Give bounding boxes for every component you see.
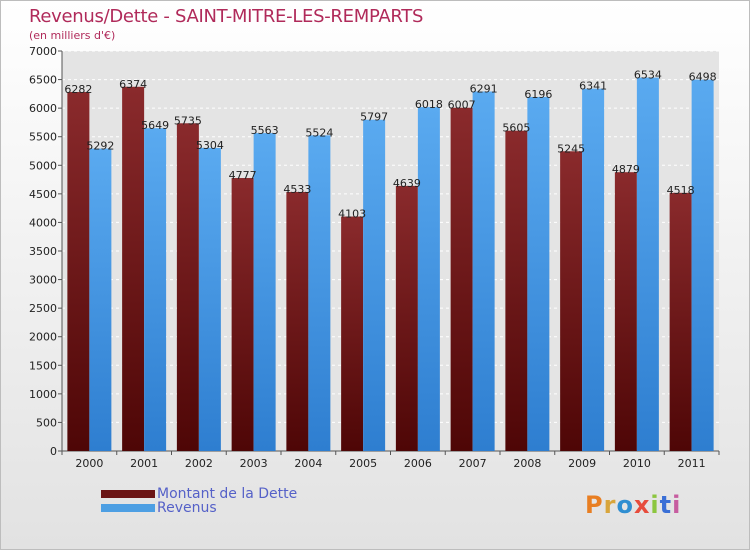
logo-letter: i xyxy=(672,491,682,519)
y-tick-label: 2500 xyxy=(29,302,57,315)
y-tick-label: 5000 xyxy=(29,159,57,172)
bar-dette xyxy=(505,130,528,451)
y-tick-label: 2000 xyxy=(29,331,57,344)
x-tick-label: 2009 xyxy=(568,457,596,470)
bar-revenus xyxy=(89,148,112,451)
y-tick-label: 1500 xyxy=(29,359,57,372)
logo-letter: P xyxy=(585,491,604,519)
x-tick-label: 2003 xyxy=(240,457,268,470)
legend: Montant de la Dette Revenus xyxy=(101,486,298,516)
data-label-revenus: 5797 xyxy=(360,111,388,124)
data-label-dette: 4777 xyxy=(229,169,257,182)
legend-item-dette: Montant de la Dette xyxy=(101,486,298,502)
y-tick-label: 0 xyxy=(50,445,57,458)
y-tick-label: 1000 xyxy=(29,388,57,401)
chart-subtitle: (en milliers d'€) xyxy=(29,29,116,42)
bar-revenus xyxy=(253,133,276,451)
bar-dette xyxy=(67,92,90,452)
x-tick-label: 2002 xyxy=(185,457,213,470)
logo-letter: o xyxy=(616,491,634,519)
data-label-revenus: 6341 xyxy=(579,80,607,93)
bar-revenus xyxy=(363,119,386,451)
logo-letter: i xyxy=(650,491,660,519)
data-label-revenus: 6196 xyxy=(524,88,552,101)
bar-dette xyxy=(176,123,199,452)
bar-dette xyxy=(122,86,145,452)
y-tick-label: 6500 xyxy=(29,74,57,87)
x-tick-label: 2000 xyxy=(75,457,103,470)
chart-title: Revenus/Dette - SAINT-MITRE-LES-REMPARTS xyxy=(29,6,424,27)
x-tick-label: 2007 xyxy=(459,457,487,470)
legend-label-revenus: Revenus xyxy=(157,500,217,516)
bar-revenus xyxy=(144,128,167,451)
bar-dette xyxy=(450,107,473,451)
logo-letter: x xyxy=(633,491,651,519)
bar-dette xyxy=(231,178,254,451)
data-label-revenus: 5649 xyxy=(141,119,169,132)
data-label-dette: 4103 xyxy=(338,208,366,221)
legend-swatch-dette xyxy=(101,490,155,498)
x-tick-label: 2004 xyxy=(294,457,322,470)
bar-dette xyxy=(560,151,583,452)
data-label-dette: 4879 xyxy=(612,163,640,176)
data-label-revenus: 5524 xyxy=(305,126,333,139)
bar-revenus xyxy=(198,147,221,451)
data-label-dette: 5735 xyxy=(174,114,202,127)
data-label-revenus: 5292 xyxy=(86,140,114,153)
grid-lines xyxy=(62,50,719,452)
axes: 0 500 1000 1500 2000 2500 3000 3500 4000 4500 5000… xyxy=(29,45,720,470)
y-tick-label: 4000 xyxy=(29,216,57,229)
data-label-dette: 5605 xyxy=(502,122,530,135)
proxiti-logo: Proxiti xyxy=(585,491,681,519)
logo-letter: r xyxy=(603,491,617,519)
y-tick-label: 7000 xyxy=(29,45,57,58)
bar-revenus xyxy=(527,96,550,451)
bar-revenus xyxy=(472,91,495,451)
y-tick-label: 3500 xyxy=(29,245,57,258)
y-tick-label: 5500 xyxy=(29,131,57,144)
x-tick-label: 2011 xyxy=(678,457,706,470)
data-label-revenus: 6291 xyxy=(470,83,498,96)
bar-revenus xyxy=(582,88,605,452)
data-label-revenus: 6018 xyxy=(415,98,443,111)
y-tick-label: 500 xyxy=(36,416,57,429)
bar-dette xyxy=(341,216,364,451)
data-label-dette: 6007 xyxy=(448,99,476,112)
bar-revenus xyxy=(691,79,714,451)
data-label-revenus: 6534 xyxy=(634,69,662,82)
y-tick-label: 4500 xyxy=(29,188,57,201)
bars xyxy=(67,77,714,452)
logo-letter: t xyxy=(659,491,673,519)
x-tick-label: 2005 xyxy=(349,457,377,470)
x-tick-label: 2001 xyxy=(130,457,158,470)
bar-dette xyxy=(614,172,637,451)
data-label-dette: 6374 xyxy=(119,78,147,91)
legend-swatch-revenus xyxy=(101,504,155,512)
bar-revenus xyxy=(636,77,659,451)
legend-item-revenus: Revenus xyxy=(101,500,297,516)
y-tick-label: 3000 xyxy=(29,274,57,287)
bar-dette xyxy=(669,192,692,452)
x-tick-label: 2010 xyxy=(623,457,651,470)
x-tick-label: 2008 xyxy=(513,457,541,470)
data-label-dette: 4533 xyxy=(283,183,311,196)
bar-dette xyxy=(395,185,418,451)
data-label-dette: 6282 xyxy=(64,83,92,96)
data-label-revenus: 6498 xyxy=(689,71,717,84)
bar-revenus xyxy=(308,135,331,452)
data-label-dette: 5245 xyxy=(557,142,585,155)
data-labels: 6282 5292 6374 5649 5735 5304 4777 5563 4533 5524… xyxy=(64,69,716,221)
x-tick-label: 2006 xyxy=(404,457,432,470)
bar-revenus xyxy=(417,107,440,451)
bar-dette xyxy=(286,191,309,451)
legend-label-dette: Montant de la Dette xyxy=(157,486,298,502)
y-tick-label: 6000 xyxy=(29,102,57,115)
data-label-revenus: 5304 xyxy=(196,139,224,152)
data-label-dette: 4518 xyxy=(667,184,695,197)
data-label-revenus: 5563 xyxy=(251,124,279,137)
data-label-dette: 4639 xyxy=(393,177,421,190)
